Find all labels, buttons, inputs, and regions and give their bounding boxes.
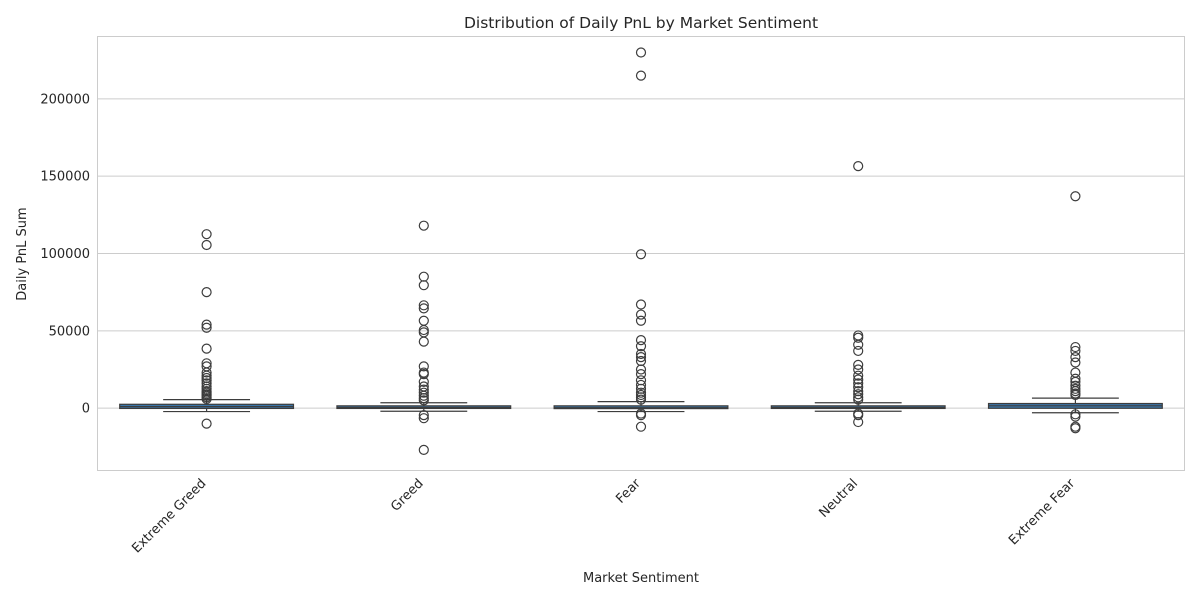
outlier-point	[418, 369, 429, 380]
x-axis-title: Market Sentiment	[583, 571, 699, 586]
outlier-point	[418, 280, 429, 291]
outliers	[201, 47, 1081, 455]
outlier-point	[418, 300, 429, 311]
boxes	[119, 397, 1163, 414]
y-tick-label: 150000	[40, 170, 90, 185]
outlier-point	[201, 367, 212, 378]
plot-frame	[97, 36, 1185, 471]
outlier-point	[1070, 352, 1081, 363]
outlier-point	[418, 387, 429, 398]
outlier-point	[635, 70, 647, 81]
chart-title: Distribution of Daily PnL by Market Sent…	[464, 14, 818, 32]
y-tick-label: 200000	[40, 92, 90, 107]
outlier-point	[201, 239, 212, 251]
outlier-point	[201, 229, 212, 240]
outlier-point	[853, 410, 864, 421]
outlier-point	[201, 418, 212, 429]
outlier-point	[1070, 191, 1081, 202]
outlier-point	[1070, 411, 1081, 422]
outlier-point	[418, 444, 429, 455]
outlier-point	[1070, 341, 1081, 353]
outlier-point	[853, 364, 864, 375]
outlier-point	[635, 421, 647, 432]
outlier-point	[201, 319, 212, 330]
outlier-point	[635, 352, 647, 363]
outlier-point	[853, 161, 864, 172]
y-tick-label: 0	[82, 402, 90, 417]
outlier-point	[635, 379, 647, 391]
outlier-point	[635, 47, 647, 58]
outlier-point	[1070, 357, 1081, 368]
y-axis-title: Daily PnL Sum	[15, 207, 30, 300]
y-tick-label: 50000	[49, 324, 90, 339]
outlier-point	[418, 395, 429, 406]
outlier-point	[853, 394, 864, 405]
outlier-point	[418, 220, 429, 231]
outlier-point	[853, 339, 864, 350]
outlier-point	[635, 299, 647, 310]
outlier-point	[201, 393, 212, 404]
outlier-point	[418, 413, 429, 424]
y-tick-label: 100000	[40, 247, 90, 262]
outlier-point	[853, 378, 864, 389]
outlier-point	[1070, 373, 1081, 384]
outlier-point	[635, 369, 647, 380]
outlier-point	[853, 416, 864, 428]
outlier-point	[635, 348, 647, 360]
outlier-point	[853, 374, 864, 385]
outlier-point	[418, 361, 429, 372]
outlier-point	[853, 359, 864, 370]
outlier-point	[201, 343, 212, 354]
outlier-point	[635, 341, 647, 352]
y-axis-ticks: 0 50000 100000 150000 200000	[40, 92, 90, 416]
outlier-point	[853, 382, 864, 393]
outlier-point	[635, 315, 647, 326]
outlier-point	[853, 332, 864, 343]
outlier-point	[418, 410, 429, 421]
outlier-point	[853, 370, 864, 381]
outlier-point	[418, 376, 429, 387]
outlier-point	[1070, 345, 1081, 357]
outlier-point	[1070, 423, 1081, 434]
outlier-point	[1070, 389, 1081, 401]
outlier-point	[201, 322, 212, 333]
outlier-point	[201, 287, 212, 298]
outlier-point	[418, 336, 429, 347]
outlier-point	[635, 364, 647, 375]
outlier-point	[635, 394, 647, 405]
outlier-point	[418, 303, 429, 314]
outlier-point	[635, 309, 647, 320]
outlier-point	[635, 410, 647, 421]
outlier-point	[635, 249, 647, 260]
outlier-point	[853, 345, 864, 357]
outlier-point	[635, 335, 647, 346]
outlier-point	[853, 389, 864, 400]
